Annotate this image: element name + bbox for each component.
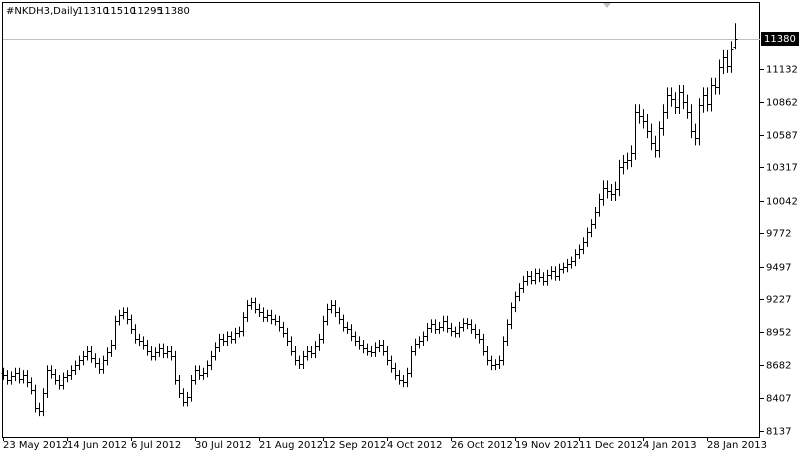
y-tick-label: 9772 (766, 229, 791, 240)
plot-frame (2, 2, 760, 438)
shift-marker (603, 3, 611, 8)
x-tick-label: 14 Jun 2012 (67, 440, 127, 451)
x-tick-label: 28 Jan 2013 (707, 440, 767, 451)
y-tick-label: 10317 (766, 163, 798, 174)
header-low: 11295 (131, 6, 163, 17)
header-open: 11310 (77, 6, 109, 17)
y-tick-label: 10862 (766, 98, 798, 109)
y-tick-label: 8682 (766, 361, 791, 372)
price-label: 11380 (764, 34, 796, 45)
y-tick-label: 10042 (766, 197, 798, 208)
y-tick-label: 8407 (766, 394, 791, 405)
header-high: 11510 (104, 6, 136, 17)
y-tick-label: 9227 (766, 295, 791, 306)
price-label-box (761, 32, 799, 46)
header-close: 11380 (158, 6, 190, 17)
y-tick-label: 8952 (766, 328, 791, 339)
x-tick-label: 4 Oct 2012 (387, 440, 442, 451)
chart-title: #NKDH3,Daily (6, 6, 79, 17)
x-tick-label: 11 Dec 2012 (579, 440, 643, 451)
x-tick-label: 4 Jan 2013 (643, 440, 697, 451)
x-tick-label: 23 May 2012 (3, 440, 68, 451)
x-tick-label: 26 Oct 2012 (451, 440, 513, 451)
x-tick-label: 6 Jul 2012 (131, 440, 181, 451)
y-tick-label: 8137 (766, 427, 791, 438)
y-tick-label: 10587 (766, 131, 798, 142)
x-tick-label: 30 Jul 2012 (195, 440, 252, 451)
y-tick-label: 9497 (766, 263, 791, 274)
x-tick-label: 19 Nov 2012 (515, 440, 579, 451)
x-tick-label: 12 Sep 2012 (323, 440, 386, 451)
y-tick-label: 11132 (766, 65, 798, 76)
x-tick-label: 21 Aug 2012 (259, 440, 323, 451)
